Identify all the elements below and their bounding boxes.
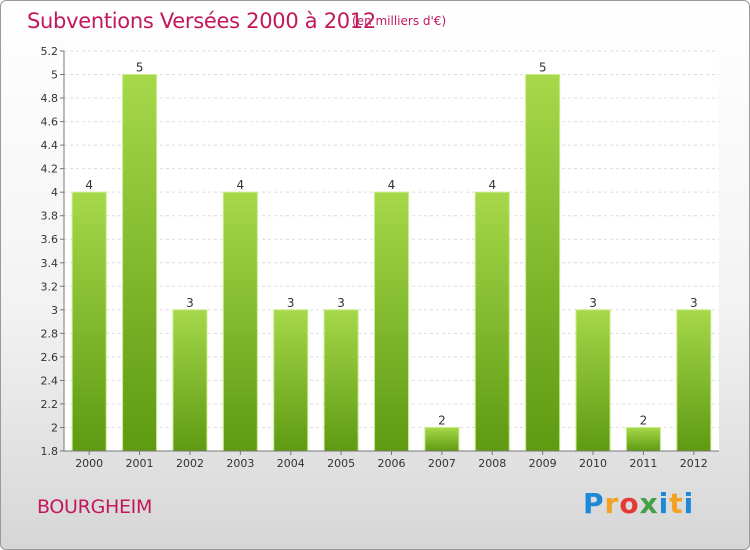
y-tick-label: 4 [51,186,58,199]
bar-value-label: 3 [337,296,345,310]
x-tick-label: 2010 [579,457,607,470]
bar-value-label: 3 [690,296,698,310]
chart-subtitle: (en milliers d'€) [352,14,447,28]
x-tick-label: 2005 [327,457,355,470]
x-tick-label: 2007 [428,457,456,470]
y-tick-label: 4.6 [41,116,59,129]
y-tick-label: 5 [51,69,58,82]
logo-letter: t [669,487,684,520]
chart-title: Subventions Versées 2000 à 2012 [27,9,376,33]
bar [424,426,460,452]
place-name: BOURGHEIM [37,496,153,518]
x-tick-label: 2009 [529,457,557,470]
x-tick-label: 2001 [126,457,154,470]
y-tick-label: 3.6 [41,233,59,246]
x-tick-label: 2004 [277,457,305,470]
x-axis: 2000 2001 2002 2003 2004 2005 2006 2007 2008 2009… [64,450,719,470]
bar [676,309,712,452]
y-tick-label: 5.2 [41,45,59,58]
x-tick-label: 2008 [478,457,506,470]
bar [172,309,208,452]
bar-value-label: 5 [539,61,547,75]
bars: 4 5 3 4 3 3 4 2 4 5 3 2 3 [71,61,712,452]
x-tick-label: 2002 [176,457,204,470]
x-tick-label: 2006 [378,457,406,470]
y-tick-label: 2.8 [41,327,59,340]
bar-value-label: 2 [438,413,446,427]
bar [273,309,309,452]
logo-letter: r [604,487,620,520]
y-tick-label: 2.6 [41,351,59,364]
bar [575,309,611,452]
bar-value-label: 3 [186,296,194,310]
y-axis: 1.8 2 2.2 2.4 2.6 2.8 3 3.2 3.4 3.6 3.8 4 4.2 4.4 4.6 4… [41,45,65,458]
bar [625,426,661,452]
y-tick-label: 4.2 [41,163,59,176]
bar [525,74,561,452]
y-tick-label: 3.4 [41,257,59,270]
bar-value-label: 4 [237,178,245,192]
y-tick-label: 4.4 [41,139,59,152]
y-tick-label: 1.8 [41,445,59,458]
x-tick-label: 2000 [75,457,103,470]
bar [222,191,258,452]
bar-value-label: 5 [136,61,144,75]
y-tick-label: 2.4 [41,374,59,387]
y-tick-label: 4.8 [41,92,59,105]
y-tick-label: 2.2 [41,398,59,411]
logo-letter: o [619,487,640,520]
bar [71,191,107,452]
x-tick-label: 2003 [226,457,254,470]
bar [323,309,359,452]
y-tick-label: 2 [51,421,58,434]
y-tick-label: 3.8 [41,210,59,223]
logo-letter: P [583,487,605,520]
bar-value-label: 4 [85,178,93,192]
bar [374,191,409,452]
y-tick-label: 3.2 [41,280,59,293]
bar [122,74,158,452]
logo-letter: x [639,487,659,520]
proxiti-logo: Proxiti [583,487,694,520]
bar-value-label: 4 [388,178,396,192]
y-tick-label: 3 [51,304,58,317]
bar-value-label: 3 [287,296,295,310]
bar-value-label: 2 [640,413,648,427]
logo-letter: i [658,487,670,520]
x-tick-label: 2011 [629,457,657,470]
logo-letter: i [683,487,695,520]
x-tick-label: 2012 [680,457,708,470]
bar [474,191,510,452]
bar-value-label: 3 [589,296,597,310]
bar-value-label: 4 [488,178,496,192]
